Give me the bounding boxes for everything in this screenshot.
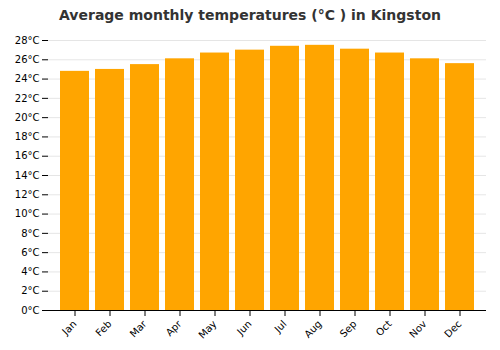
svg-text:10°C: 10°C xyxy=(15,208,40,219)
svg-text:Sep: Sep xyxy=(338,318,359,339)
svg-text:Mar: Mar xyxy=(128,318,150,340)
svg-text:Jul: Jul xyxy=(272,318,289,335)
svg-text:26°C: 26°C xyxy=(15,54,40,65)
svg-text:2°C: 2°C xyxy=(21,285,39,296)
svg-text:12°C: 12°C xyxy=(15,189,40,200)
svg-text:Oct: Oct xyxy=(374,318,394,338)
svg-text:Aug: Aug xyxy=(302,318,324,340)
svg-text:22°C: 22°C xyxy=(15,93,40,104)
svg-text:4°C: 4°C xyxy=(21,266,39,277)
svg-text:24°C: 24°C xyxy=(15,73,40,84)
svg-text:Feb: Feb xyxy=(93,318,113,338)
svg-text:Jun: Jun xyxy=(234,318,254,338)
svg-text:Nov: Nov xyxy=(407,318,429,340)
svg-text:18°C: 18°C xyxy=(15,131,40,142)
svg-text:May: May xyxy=(196,318,218,340)
svg-text:28°C: 28°C xyxy=(15,35,40,46)
svg-text:6°C: 6°C xyxy=(21,247,39,258)
svg-text:Dec: Dec xyxy=(442,318,463,339)
svg-text:Apr: Apr xyxy=(164,318,185,339)
html-text:Average monthly temperatures (: Average monthly temperatures (°C ) in Ki… xyxy=(59,7,441,23)
svg-text:16°C: 16°C xyxy=(15,150,40,161)
svg-text:0°C: 0°C xyxy=(21,305,39,316)
svg-text:8°C: 8°C xyxy=(21,228,39,239)
svg-text:Jan: Jan xyxy=(59,318,78,337)
svg-text:14°C: 14°C xyxy=(15,170,40,181)
svg-text:20°C: 20°C xyxy=(15,112,40,123)
